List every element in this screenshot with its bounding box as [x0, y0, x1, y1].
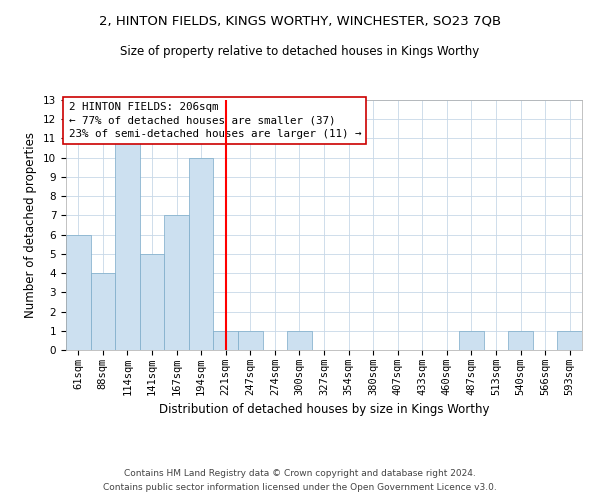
- X-axis label: Distribution of detached houses by size in Kings Worthy: Distribution of detached houses by size …: [159, 404, 489, 416]
- Bar: [140, 254, 164, 350]
- Text: Size of property relative to detached houses in Kings Worthy: Size of property relative to detached ho…: [121, 45, 479, 58]
- Bar: [91, 273, 115, 350]
- Bar: [66, 234, 91, 350]
- Text: Contains public sector information licensed under the Open Government Licence v3: Contains public sector information licen…: [103, 484, 497, 492]
- Bar: [238, 331, 263, 350]
- Bar: [287, 331, 312, 350]
- Bar: [164, 216, 189, 350]
- Bar: [189, 158, 214, 350]
- Bar: [115, 138, 140, 350]
- Bar: [557, 331, 582, 350]
- Bar: [214, 331, 238, 350]
- Y-axis label: Number of detached properties: Number of detached properties: [25, 132, 37, 318]
- Bar: [459, 331, 484, 350]
- Bar: [508, 331, 533, 350]
- Text: 2 HINTON FIELDS: 206sqm
← 77% of detached houses are smaller (37)
23% of semi-de: 2 HINTON FIELDS: 206sqm ← 77% of detache…: [68, 102, 361, 139]
- Text: 2, HINTON FIELDS, KINGS WORTHY, WINCHESTER, SO23 7QB: 2, HINTON FIELDS, KINGS WORTHY, WINCHEST…: [99, 15, 501, 28]
- Text: Contains HM Land Registry data © Crown copyright and database right 2024.: Contains HM Land Registry data © Crown c…: [124, 468, 476, 477]
